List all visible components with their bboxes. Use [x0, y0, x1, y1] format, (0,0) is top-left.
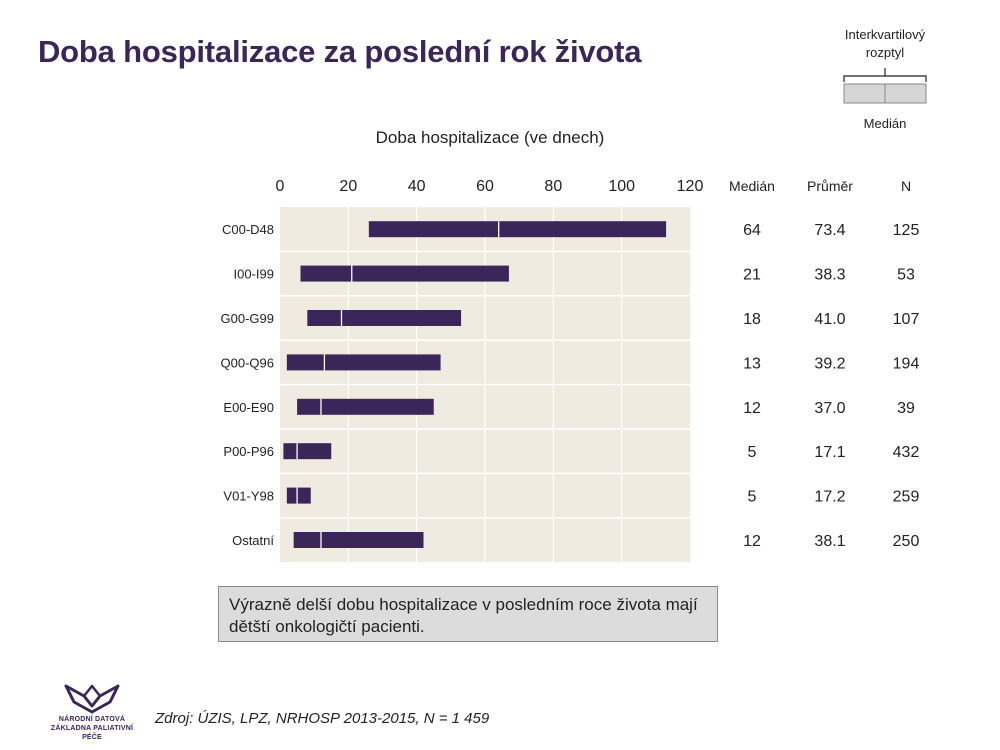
mean-value: 38.3 — [814, 267, 845, 284]
mean-value: 73.4 — [814, 222, 845, 239]
category-label: P00-P96 — [223, 444, 274, 459]
category-label: Ostatní — [232, 533, 274, 548]
logo: NÁRODNÍ DATOVÁ ZÁKLADNA PALIATIVNÍ PÉČE — [40, 682, 144, 742]
median-value: 18 — [743, 311, 761, 328]
category-label: C00-D48 — [222, 222, 274, 237]
mean-value: 17.2 — [814, 489, 845, 506]
source-note: Zdroj: ÚZIS, LPZ, NRHOSP 2013-2015, N = … — [155, 710, 490, 727]
table-header-0: Medián — [729, 178, 775, 194]
n-value: 250 — [893, 533, 920, 550]
x-tick-label: 80 — [544, 178, 562, 195]
mean-value: 37.0 — [814, 400, 845, 417]
legend-median-label: Medián — [863, 116, 907, 131]
mean-value: 39.2 — [814, 355, 845, 372]
n-value: 53 — [897, 267, 915, 284]
n-value: 39 — [897, 400, 915, 417]
median-value: 5 — [748, 489, 757, 506]
category-label: Q00-Q96 — [221, 355, 274, 370]
n-value: 125 — [893, 222, 920, 239]
iqr-bar — [307, 310, 462, 326]
logo-line-1: NÁRODNÍ DATOVÁ — [58, 716, 126, 723]
legend-iqr-label: Interkvartilový rozptyl — [844, 27, 926, 60]
median-value: 12 — [743, 400, 761, 417]
n-value: 107 — [893, 311, 920, 328]
x-tick-label: 20 — [339, 178, 357, 195]
x-tick-label: 120 — [677, 178, 704, 195]
category-label: I00-I99 — [234, 267, 274, 282]
page-title: Doba hospitalizace za poslední rok život… — [38, 34, 642, 69]
x-tick-label: 60 — [476, 178, 494, 195]
table-header-2: N — [901, 178, 911, 194]
median-value: 13 — [743, 355, 761, 372]
note-box: Výrazně delší dobu hospitalizace v posle… — [218, 586, 718, 642]
median-value: 5 — [748, 444, 757, 461]
chart-title: Doba hospitalizace (ve dnech) — [375, 128, 605, 147]
x-tick-label: 0 — [276, 178, 285, 195]
table-header-1: Průměr — [807, 178, 853, 194]
median-value: 64 — [743, 222, 761, 239]
iqr-bar — [283, 443, 332, 460]
iqr-bar — [293, 532, 424, 548]
iqr-bar — [368, 221, 667, 238]
iqr-legend: Interkvartilový rozptyl Medián — [830, 24, 940, 134]
n-value: 194 — [893, 355, 920, 372]
iqr-bar — [286, 487, 311, 504]
hospitalization-chart: 0 20 40 60 80 100 120 Medián Průměr N C00-D48 64 73.… — [221, 178, 920, 563]
mean-value: 17.1 — [814, 444, 845, 461]
mean-value: 38.1 — [814, 533, 845, 550]
iqr-bar — [297, 398, 434, 415]
iqr-bar — [286, 354, 441, 371]
category-label: E00-E90 — [223, 400, 274, 415]
category-label: V01-Y98 — [223, 489, 274, 504]
median-value: 21 — [743, 267, 761, 284]
logo-emblem-icon — [64, 684, 120, 714]
x-tick-label: 100 — [608, 178, 635, 195]
legend-box-graphic — [843, 68, 927, 104]
n-value: 259 — [893, 489, 920, 506]
n-value: 432 — [893, 444, 920, 461]
logo-line-2: ZÁKLADNA PALIATIVNÍ PÉČE — [50, 725, 134, 741]
mean-value: 41.0 — [814, 311, 845, 328]
iqr-bar — [300, 265, 509, 282]
category-label: G00-G99 — [221, 311, 274, 326]
median-value: 12 — [743, 533, 761, 550]
x-tick-label: 40 — [408, 178, 426, 195]
